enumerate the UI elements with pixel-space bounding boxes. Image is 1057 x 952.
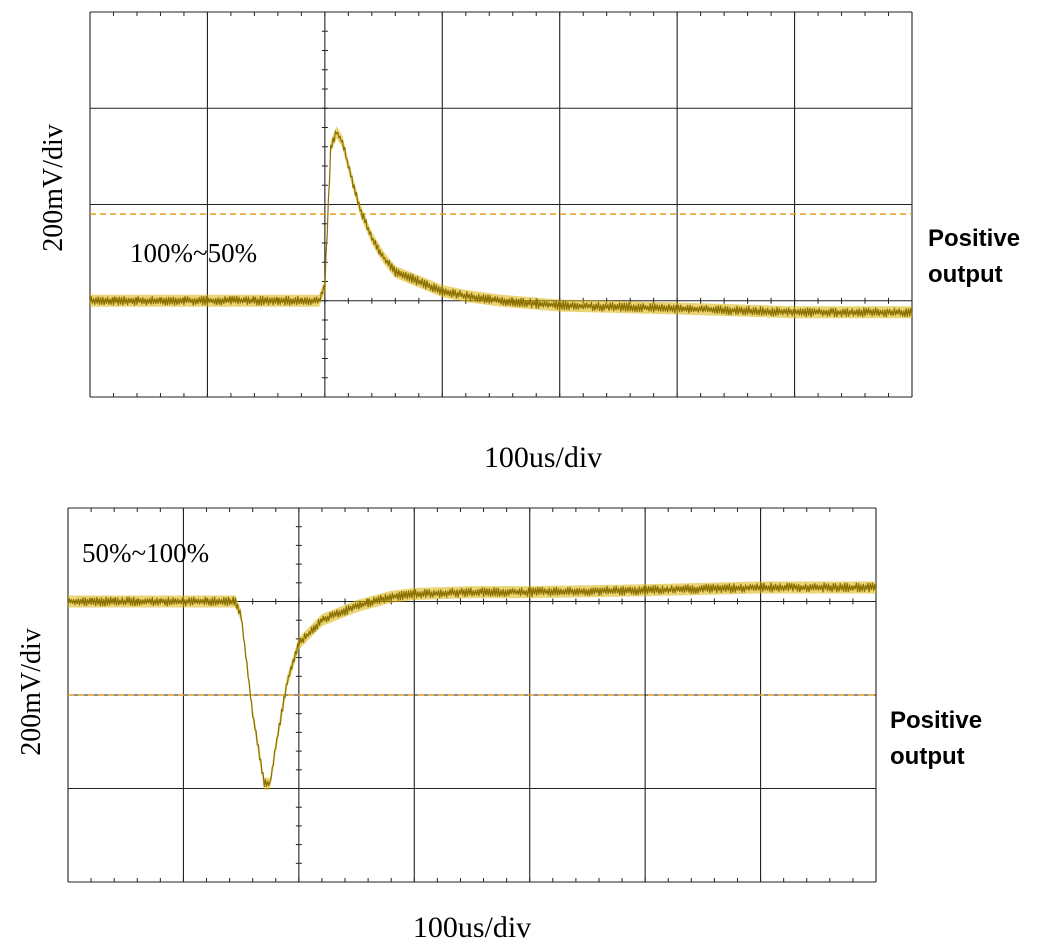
top-scope-panel: 100%~50% 200mV/div 100us/div Positive ou… [38, 11, 1020, 474]
top-transition-label: 100%~50% [130, 238, 257, 268]
bottom-scope-panel: 50%~100% 200mV/div 100us/div Positive ou… [16, 507, 982, 944]
top-side-label-line1: Positive [928, 225, 1020, 252]
bottom-side-label-line1: Positive [890, 707, 982, 734]
bottom-y-axis-label: 200mV/div [16, 628, 47, 756]
bottom-transition-label: 50%~100% [82, 538, 209, 568]
top-x-axis-label: 100us/div [484, 441, 602, 474]
bottom-trace-band [68, 581, 876, 790]
top-waveform-trace [89, 130, 913, 318]
bottom-side-label-line2: output [890, 743, 965, 770]
top-y-axis-label: 200mV/div [38, 124, 69, 252]
bottom-x-axis-label: 100us/div [413, 911, 531, 944]
top-side-label-line2: output [928, 261, 1003, 288]
top-trace-band [90, 126, 912, 319]
top-grid [89, 11, 913, 398]
bottom-waveform-trace [67, 582, 877, 788]
